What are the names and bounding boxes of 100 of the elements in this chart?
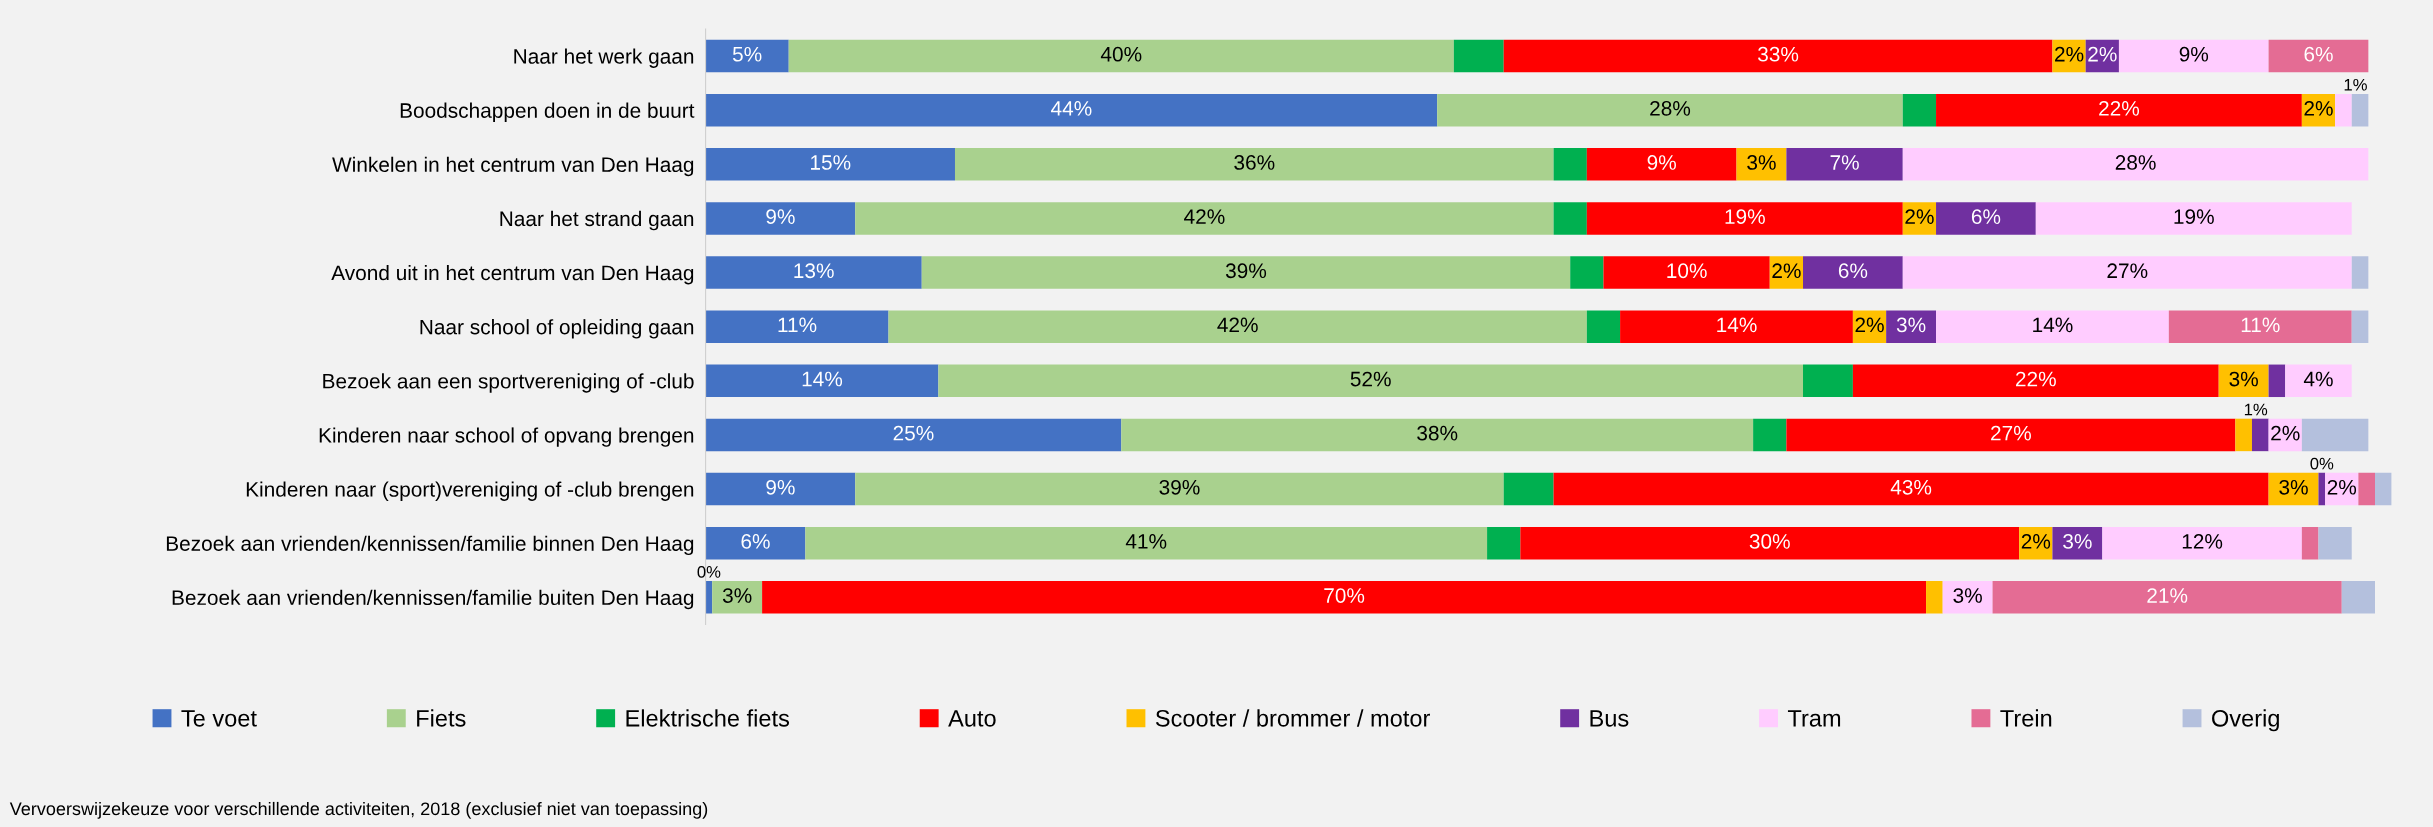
bar	[2268, 39, 2369, 73]
legend-label: Scooter / brommer / motor	[1155, 709, 1430, 727]
data-label: 39%	[1159, 479, 1200, 495]
data-label: 25%	[893, 425, 934, 441]
data-label: 6%	[741, 534, 770, 549]
data-label: 14%	[1717, 317, 1757, 333]
text: Vervoerswijzekeuze voor verschillende activiteiten, 2018 (exclusief niet van toepassing)	[9, 801, 708, 819]
bar	[2218, 364, 2269, 398]
data-label: 70%	[1324, 588, 1365, 603]
data-label: 11%	[778, 317, 817, 333]
data-label: 3%	[1747, 155, 1776, 170]
legend-label: Bus	[1590, 710, 1629, 727]
bar	[2351, 256, 2369, 289]
bar	[1553, 202, 1587, 235]
bar	[2351, 310, 2369, 343]
data-label: 22%	[2099, 100, 2140, 116]
data-label: 9%	[2179, 46, 2209, 62]
bar	[1603, 256, 1770, 289]
data-label: 42%	[1184, 209, 1225, 224]
bar	[855, 202, 1554, 235]
bar	[1942, 581, 1993, 614]
bar	[1553, 148, 1587, 181]
bar	[1803, 364, 1853, 398]
data-label: 30%	[1749, 534, 1790, 549]
y-tick-label: Winkelen in het centrum van Den Haag	[332, 156, 694, 177]
bar	[1936, 310, 2169, 343]
bar	[888, 310, 1587, 343]
data-label: 3%	[1896, 317, 1926, 333]
data-label: 3%	[2229, 371, 2258, 387]
legend-label: Auto	[948, 710, 996, 727]
bar	[805, 526, 1488, 560]
data-label: 52%	[1350, 371, 1391, 387]
bar	[2052, 526, 2103, 560]
y-tick-label: Kinderen naar school of opvang brengen	[319, 427, 694, 447]
bar	[2035, 202, 2352, 235]
y-tick-label: Bezoek aan vrienden/kennissen/familie buiten Den Haag	[172, 589, 694, 610]
bar	[2102, 526, 2302, 560]
bar	[705, 202, 856, 235]
data-label: 43%	[1890, 479, 1932, 495]
y-tick-label: Bezoek aan een sportvereniging of -club	[323, 373, 694, 393]
y-tick-label: Naar het strand gaan	[500, 210, 694, 231]
bar	[2318, 526, 2352, 560]
y-tick-label: Kinderen naar (sport)vereniging of -club brengen	[246, 481, 694, 501]
data-label: 10%	[1667, 263, 1707, 279]
bar	[2301, 418, 2369, 452]
y-tick-label: Avond uit in het centrum van Den Haag	[331, 264, 694, 285]
bar	[1786, 418, 2236, 452]
legend-label: Fiets	[417, 709, 466, 727]
data-label: 14%	[2033, 317, 2073, 333]
bar	[705, 526, 806, 560]
bar	[1520, 526, 2020, 560]
bar	[1902, 148, 2369, 181]
legend-label: Trein	[2000, 709, 2052, 727]
data-label: 21%	[2147, 588, 2188, 603]
bar	[1803, 256, 1903, 289]
bar	[2301, 526, 2319, 560]
data-label: 19%	[2174, 209, 2214, 224]
y-tick-label: Naar het werk gaan	[514, 48, 694, 68]
data-label: 6%	[1971, 209, 2001, 224]
bar	[1926, 581, 1943, 614]
bar	[705, 418, 1122, 452]
data-label: 41%	[1125, 534, 1167, 549]
data-label: 6%	[1838, 263, 1868, 279]
bar	[2335, 93, 2352, 127]
bar	[2285, 364, 2352, 398]
data-label: 9%	[766, 479, 795, 495]
data-label: 27%	[1991, 425, 2031, 441]
bar	[1936, 93, 2302, 127]
bar	[2168, 310, 2352, 343]
bar	[1902, 256, 2352, 289]
bar	[2318, 472, 2326, 506]
data-label: 9%	[1647, 155, 1676, 170]
bar	[712, 581, 763, 614]
data-label: 36%	[1234, 155, 1275, 170]
bar	[855, 472, 1504, 506]
data-label: 13%	[794, 263, 834, 279]
data-label: 3%	[2279, 479, 2308, 495]
bar	[2341, 581, 2376, 614]
bar	[1753, 418, 1787, 452]
data-label: 33%	[1758, 46, 1799, 62]
y-tick-label: Boodschappen doen in de buurt	[400, 102, 695, 123]
bar	[2251, 418, 2269, 452]
data-label: 38%	[1417, 425, 1458, 441]
data-label: 6%	[2304, 46, 2333, 62]
data-label: 2%	[1772, 263, 1801, 279]
bar	[2358, 472, 2376, 506]
legend-label: Elektrische fiets	[626, 709, 790, 727]
data-label: 14%	[802, 371, 843, 387]
data-label: 15%	[811, 155, 851, 170]
bar	[705, 256, 922, 289]
data-label: 2%	[2088, 46, 2117, 62]
data-label: 1%	[2344, 78, 2367, 91]
bar	[1503, 39, 2053, 73]
data-label: 2%	[2055, 46, 2084, 62]
bar	[1503, 472, 1554, 506]
bar	[1586, 310, 1621, 343]
bar	[1553, 472, 2269, 506]
bar	[1786, 148, 1903, 181]
bar	[705, 39, 789, 73]
bar	[921, 256, 1571, 289]
